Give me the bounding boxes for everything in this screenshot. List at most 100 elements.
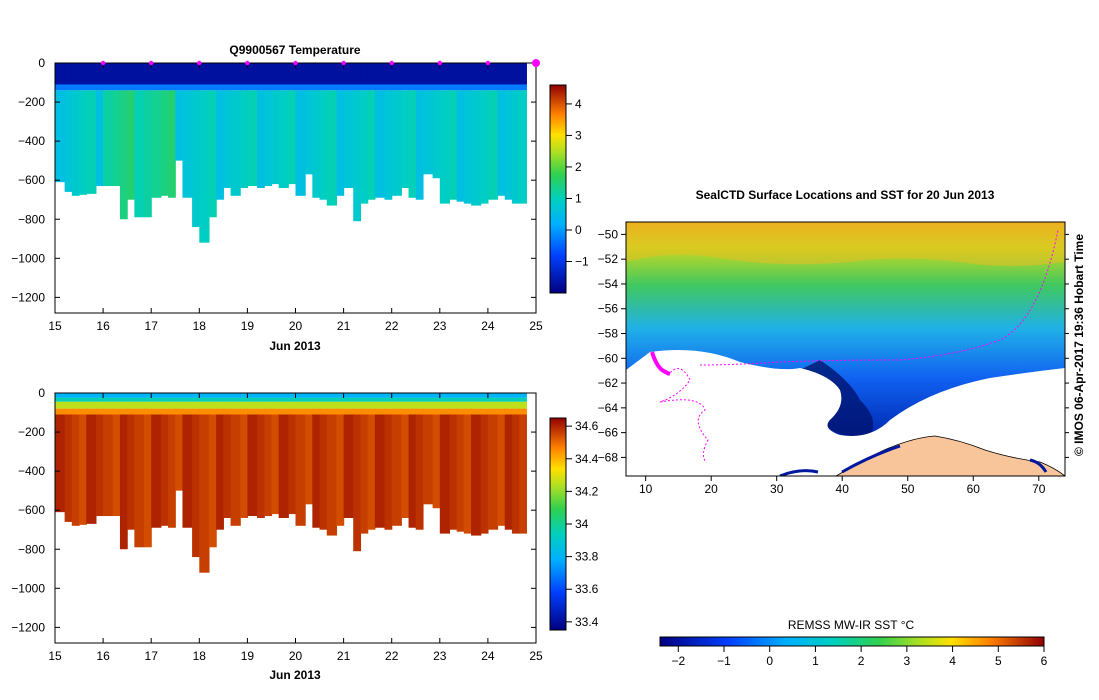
section-cell-15-0 [175,393,184,398]
profile-marker [245,60,250,66]
section-cell-26-2 [264,90,273,187]
section-cell-19-1 [208,84,217,91]
section-cell-38-2 [360,90,369,204]
sst-colorbar-tick-label: 3 [904,654,911,668]
section-cell-14-1 [168,84,176,91]
section-cell-9-0 [127,393,135,398]
section-cell-20-3 [216,408,224,415]
section-cell-3-1 [79,397,87,402]
section-cell-0-2 [55,90,66,183]
section-cell-26-2 [264,401,273,409]
section-cell-3-2 [79,90,87,195]
y-tick-label: −1000 [11,251,45,265]
section-cell-56-0 [504,63,513,85]
section-cell-37-0 [353,63,362,85]
section-cell-50-1 [456,84,465,91]
map-title: SealCTD Surface Locations and SST for 20… [696,188,995,202]
y-tick-label: −200 [18,425,45,439]
x-tick-label: 15 [48,319,62,333]
section-cell-31-0 [305,393,313,398]
section-cell-40-0 [374,63,386,85]
section-cell-37-3 [353,408,362,415]
map-x-tick-label: 20 [704,482,718,496]
x-tick-label: 24 [481,649,495,663]
profile-marker [389,60,394,66]
section-cell-56-2 [504,90,513,200]
section-cell-5-2 [95,90,104,187]
section-cell-46-0 [422,63,434,85]
section-cell-25-3 [257,408,265,415]
section-cell-1-4 [64,414,73,522]
section-cell-45-1 [415,397,424,402]
section-cell-23-1 [240,397,248,402]
section-cell-56-3 [504,408,513,415]
section-cell-1-0 [64,63,73,85]
section-cell-2-0 [71,393,80,398]
section-cell-57-0 [511,393,520,398]
section-cell-23-2 [240,90,248,188]
section-cell-18-4 [199,414,210,573]
y-tick-label: −1200 [11,290,45,304]
section-cell-10-1 [134,397,145,402]
section-cell-32-2 [312,401,321,409]
salinity-section [55,393,527,573]
section-cell-7-2 [112,90,121,187]
section-cell-14-2 [168,90,176,198]
section-cell-12-2 [151,401,162,409]
section-cell-14-1 [168,397,176,402]
section-cell-45-0 [415,63,424,85]
section-cell-1-3 [64,408,73,415]
section-cell-34-1 [326,397,337,402]
map-y-tick-label: −68 [598,450,619,464]
section-cell-41-1 [384,397,393,402]
section-cell-20-2 [216,401,224,409]
section-cell-39-2 [367,90,376,200]
section-cell-34-0 [326,393,337,398]
section-cell-25-2 [257,401,265,409]
section-cell-50-2 [456,401,465,409]
section-cell-29-2 [288,90,297,185]
section-cell-29-1 [288,84,297,91]
section-cell-7-0 [112,63,121,85]
x-tick-label: 20 [289,319,303,333]
section-cell-9-1 [127,397,135,402]
section-cell-54-2 [487,90,499,200]
section-cell-20-2 [216,90,224,200]
section-cell-23-3 [240,408,248,415]
colorbar-tick-label: 2 [575,160,582,174]
section-cell-55-2 [497,90,506,196]
x-tick-label: 18 [193,649,207,663]
section-cell-41-2 [384,90,393,200]
y-tick-label: −400 [18,464,45,478]
section-cell-33-0 [319,393,328,398]
section-cell-16-1 [182,84,193,91]
section-cell-53-4 [480,414,489,534]
section-cell-46-2 [422,90,434,175]
x-tick-label: 16 [96,319,110,333]
salinity-colorbar [549,417,567,631]
section-cell-39-2 [367,401,376,409]
section-cell-24-3 [247,408,258,415]
profile-marker [149,60,154,66]
section-cell-25-4 [257,414,265,518]
section-cell-37-1 [353,397,362,402]
section-cell-24-4 [247,414,258,517]
section-cell-46-1 [422,397,434,402]
section-cell-8-2 [119,401,128,409]
section-cell-47-3 [432,408,441,415]
section-cell-35-4 [336,414,345,526]
section-cell-49-2 [449,401,458,409]
x-tick-label: 23 [433,319,447,333]
section-cell-36-0 [343,393,354,398]
map-y-tick-label: −50 [598,227,619,241]
section-cell-2-2 [71,90,80,196]
section-cell-10-1 [134,84,145,91]
section-cell-38-0 [360,393,369,398]
sst-colorbar-tick-label: 5 [995,654,1002,668]
x-tick-label: 24 [481,319,495,333]
section-cell-53-0 [480,63,489,85]
x-tick-label: 21 [337,649,351,663]
section-cell-50-1 [456,397,465,402]
section-cell-17-0 [192,393,200,398]
